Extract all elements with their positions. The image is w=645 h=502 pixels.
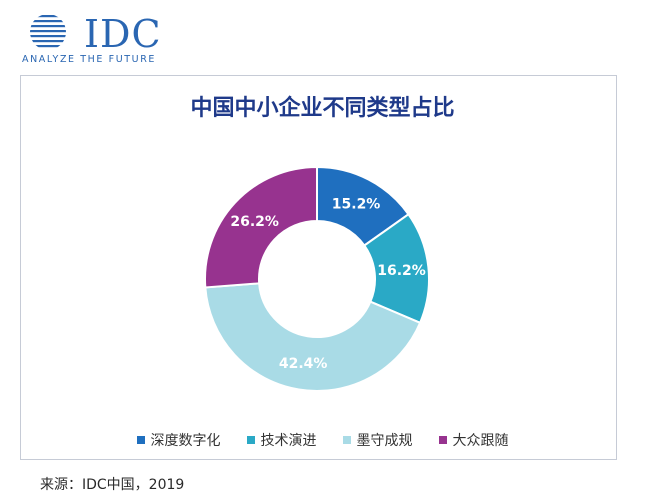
legend-swatch <box>438 436 447 444</box>
chart-panel <box>20 75 617 460</box>
slice-value-label-3: 26.2% <box>230 214 279 230</box>
idc-logo: IDC ANALYZE THE FUTURE <box>22 10 172 70</box>
legend-item-shendu: 深度数字化 <box>136 430 221 450</box>
legend-item-jishu: 技术演进 <box>246 430 317 450</box>
legend-label: 墨守成规 <box>356 433 413 449</box>
logo-brand-text: IDC <box>84 12 162 56</box>
donut-slice-2 <box>204 282 422 392</box>
legend-swatch <box>246 436 255 444</box>
source-note: 来源：IDC中国，2019 <box>40 477 185 493</box>
logo-tagline: ANALYZE THE FUTURE <box>22 54 157 65</box>
legend-label: 深度数字化 <box>150 433 221 449</box>
slice-value-label-2: 42.4% <box>279 356 328 372</box>
legend-swatch <box>136 436 145 444</box>
legend-label: 大众跟随 <box>452 433 509 449</box>
legend-swatch <box>342 436 351 444</box>
slice-value-label-0: 15.2% <box>332 197 381 213</box>
legend-label: 技术演进 <box>260 433 317 449</box>
idc-globe-icon <box>30 15 66 48</box>
legend-item-dazhong: 大众跟随 <box>438 430 509 450</box>
legend-item-moshou: 墨守成规 <box>342 430 413 450</box>
chart-title: 中国中小企业不同类型占比 <box>190 96 455 121</box>
chart-legend: 深度数字化 技术演进 墨守成规 大众跟随 <box>0 430 645 450</box>
slice-value-label-1: 16.2% <box>377 263 426 279</box>
donut-slice-3 <box>204 165 318 289</box>
